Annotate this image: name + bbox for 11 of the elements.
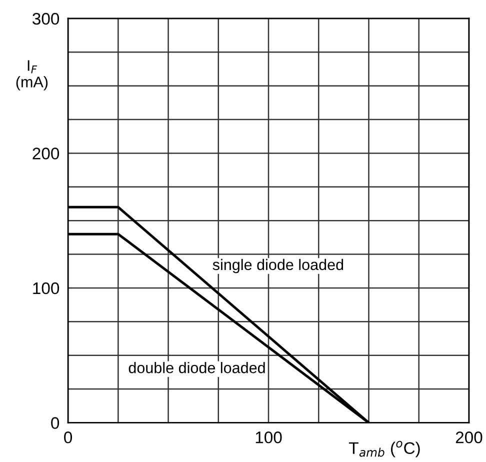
- x-tick-label: 200: [456, 432, 482, 444]
- y-tick-label: 100: [33, 282, 60, 294]
- y-tick-label: 0: [51, 417, 60, 429]
- series-label: double diode loaded: [128, 362, 265, 374]
- x-axis-title: T$_{amb}$ ($^{o}$C): [349, 440, 420, 458]
- y-tick-label: 200: [32, 148, 60, 160]
- y-tick-label: 300: [32, 12, 60, 25]
- x-tick-label: 0: [64, 432, 72, 444]
- series-label: single diode loaded: [212, 258, 344, 274]
- y-axis-title: I$_{F}$ (mA): [16, 60, 48, 90]
- x-tick-label: 100: [256, 432, 282, 444]
